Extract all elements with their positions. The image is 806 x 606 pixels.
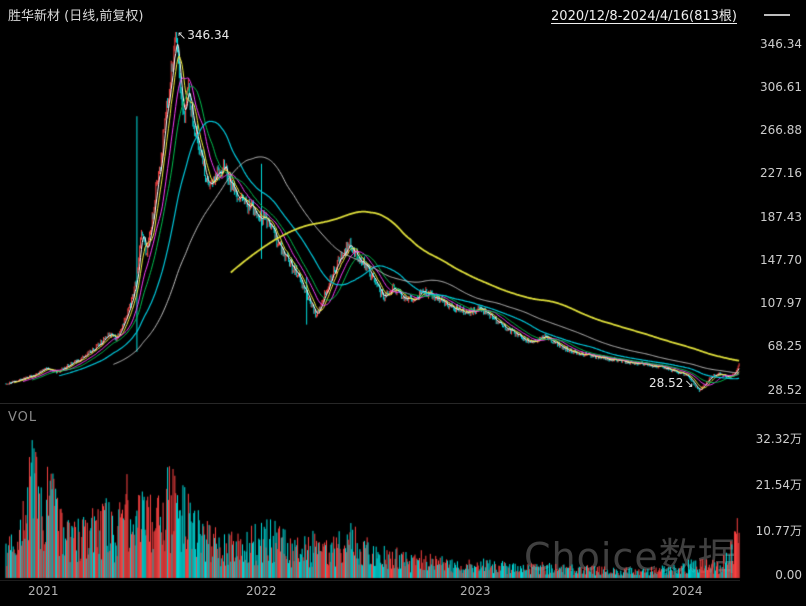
price-axis-tick: 68.25 — [767, 339, 802, 353]
low-annotation: 28.52↘ — [649, 376, 695, 390]
price-axis-tick: 346.34 — [760, 37, 802, 51]
x-axis-year-tick: 2021 — [28, 584, 59, 598]
chart-title: 胜华新材 (日线,前复权) — [8, 9, 144, 24]
price-axis-tick: 147.70 — [760, 253, 802, 267]
x-axis-year-tick: 2022 — [246, 584, 277, 598]
vol-pane-label: VOL — [8, 410, 38, 425]
x-axis-year-tick: 2024 — [672, 584, 703, 598]
volume-axis-tick: 0.00 — [775, 568, 802, 582]
volume-axis-tick: 32.32万 — [755, 432, 802, 446]
price-axis-tick: 227.16 — [760, 166, 802, 180]
price-axis-tick: 28.52 — [767, 383, 802, 397]
arrow-down-right-icon: ↘ — [684, 377, 694, 390]
minimize-dash-icon — [764, 14, 790, 16]
volume-axis-tick: 21.54万 — [755, 478, 802, 492]
peak-price-label: 346.34 — [187, 28, 230, 42]
price-axis-tick: 107.97 — [760, 296, 802, 310]
arrow-up-left-icon: ↖ — [177, 29, 187, 42]
peak-annotation: ↖346.34 — [176, 28, 229, 42]
x-axis-year-tick: 2023 — [460, 584, 491, 598]
pane-divider — [0, 403, 806, 404]
volume-axis-tick: 10.77万 — [755, 524, 802, 538]
price-axis-tick: 187.43 — [760, 210, 802, 224]
date-range-link[interactable]: 2020/12/8-2024/4/16(813根) — [551, 9, 737, 24]
price-axis-tick: 306.61 — [760, 80, 802, 94]
low-price-label: 28.52 — [649, 376, 684, 390]
price-axis-tick: 266.88 — [760, 123, 802, 137]
